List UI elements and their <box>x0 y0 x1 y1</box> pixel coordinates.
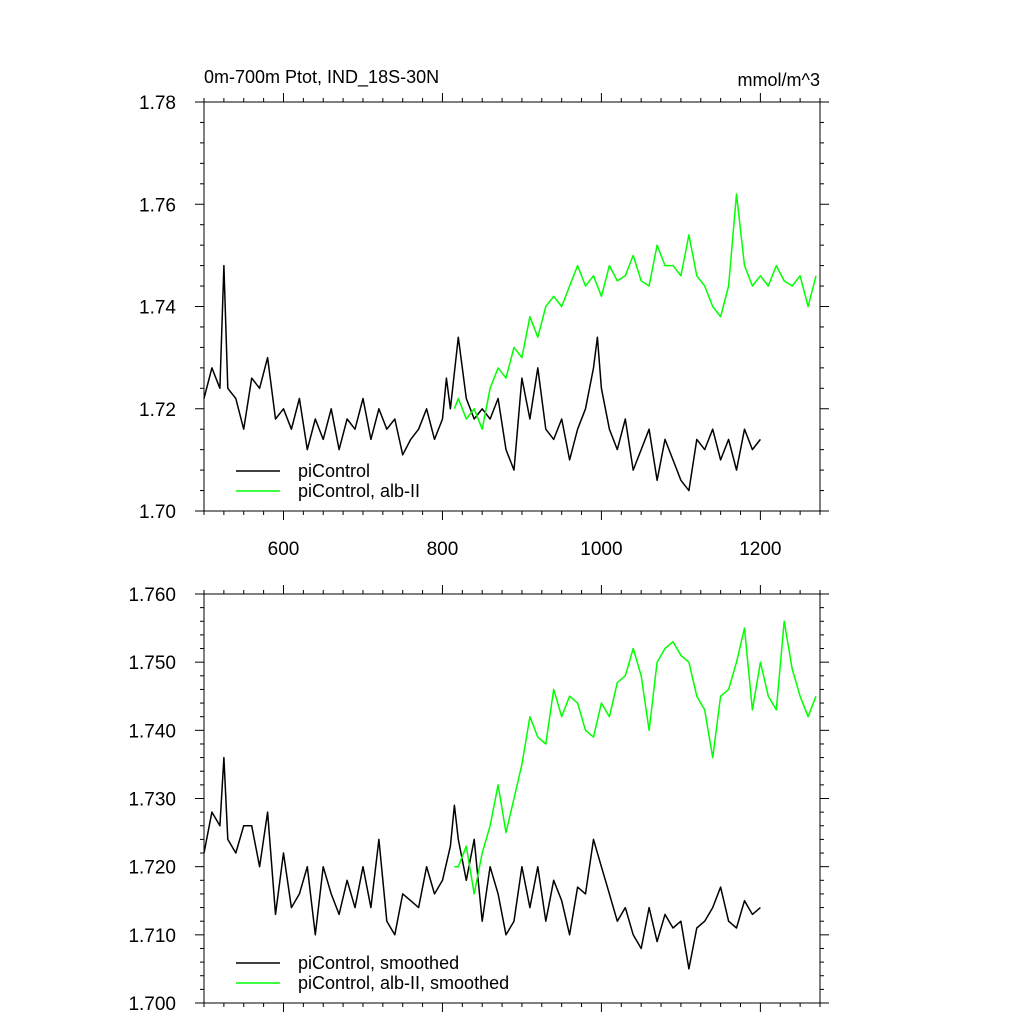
x-tick-label: 600 <box>268 539 300 560</box>
chart-units: mmol/m^3 <box>738 70 820 90</box>
y-tick-label: 1.78 <box>139 93 176 114</box>
y-tick-label: 1.750 <box>128 653 176 674</box>
series-line-picontrol <box>203 264 761 492</box>
panel-top: 600 800 1000 1200 1.70 1.72 1.74 1.76 1.78 piCont… <box>139 93 829 560</box>
y-tick-label: 1.720 <box>128 858 176 879</box>
x-tick-label: 1000 <box>580 539 622 560</box>
legend-label: piControl <box>298 461 370 481</box>
y-tick-label: 1.710 <box>128 926 176 947</box>
series-line-alb-ii <box>454 620 817 895</box>
series-line-alb-ii <box>453 193 817 430</box>
legend-label: piControl, smoothed <box>298 953 459 973</box>
x-tick-label: 1200 <box>739 539 781 560</box>
series-line-picontrol <box>203 756 761 970</box>
y-tick-label: 1.730 <box>128 790 176 811</box>
y-tick-label: 1.700 <box>128 994 176 1015</box>
legend-label: piControl, alb-II <box>298 481 420 501</box>
y-tick-label: 1.72 <box>139 400 176 421</box>
y-tick-label: 1.740 <box>128 721 176 742</box>
y-tick-label: 1.70 <box>139 502 176 523</box>
y-tick-label: 1.74 <box>139 298 176 319</box>
plot-frame <box>203 101 821 512</box>
x-tick-label: 800 <box>427 539 459 560</box>
legend-label: piControl, alb-II, smoothed <box>298 973 509 993</box>
chart-title: 0m-700m Ptot, IND_18S-30N <box>204 67 439 88</box>
y-tick-label: 1.76 <box>139 195 176 216</box>
panel-bottom: 1.700 1.710 1.720 1.730 1.740 1.750 1.760 piCon… <box>128 585 829 1015</box>
y-tick-label: 1.760 <box>128 585 176 606</box>
plot-frame <box>203 593 821 1004</box>
